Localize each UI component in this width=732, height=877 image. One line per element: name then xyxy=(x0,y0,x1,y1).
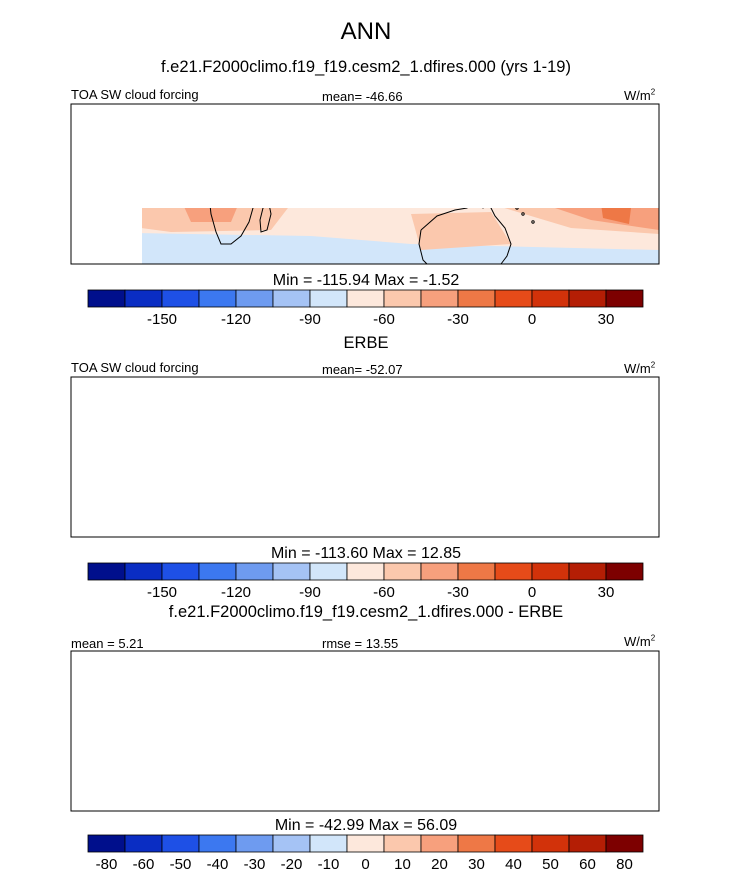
colorbar3-swatch xyxy=(309,834,348,853)
colorbar1-swatch xyxy=(272,289,311,308)
colorbar-3: -80 -60 -50 -40 -30 -20 -10 0 10 20 30 40 50 60 80 xyxy=(87,834,644,873)
colorbar-1: -150 -120 -90 -60 -30 0 30 xyxy=(87,289,644,328)
colorbar3-tick-label: 10 xyxy=(394,856,411,873)
colorbar3-tick-label: 50 xyxy=(542,856,559,873)
panel1-variable-label: TOA SW cloud forcing xyxy=(71,87,199,102)
colorbar2-tick-label: 0 xyxy=(528,584,536,601)
colorbar2-tick-label: -150 xyxy=(147,584,177,601)
colorbar3-swatch xyxy=(161,834,200,853)
colorbar2-tick-label: -90 xyxy=(299,584,321,601)
colorbar3-swatch xyxy=(457,834,496,853)
colorbar1-swatch xyxy=(383,289,422,308)
colorbar3-tick-label: 40 xyxy=(505,856,522,873)
colorbar3-swatch xyxy=(124,834,163,853)
colorbar2-swatch xyxy=(494,562,533,581)
panel1-subtitle: f.e21.F2000climo.f19_f19.cesm2_1.dfires.… xyxy=(161,58,571,76)
panel2-subtitle: ERBE xyxy=(343,334,389,352)
colorbar3-tick-label: -80 xyxy=(96,856,118,873)
colorbar2-swatch xyxy=(124,562,163,581)
colorbar1-tick-label: -60 xyxy=(373,311,395,328)
panel3-subtitle: f.e21.F2000climo.f19_f19.cesm2_1.dfires.… xyxy=(168,603,564,621)
colorbar3-swatch xyxy=(272,834,311,853)
colorbar2-swatch xyxy=(198,562,237,581)
colorbar-2: -150 -120 -90 -60 -30 0 30 xyxy=(87,562,644,601)
colorbar3-tick-label: -50 xyxy=(170,856,192,873)
colorbar1-swatch xyxy=(235,289,274,308)
colorbar2-tick-label: -30 xyxy=(447,584,469,601)
colorbar2-tick-label: -120 xyxy=(221,584,251,601)
colorbar3-tick-label: -60 xyxy=(133,856,155,873)
colorbar1-swatch xyxy=(494,289,533,308)
panel3-mean-label: mean = 5.21 xyxy=(71,636,144,651)
colorbar1-swatch xyxy=(161,289,200,308)
colorbar3-swatch xyxy=(383,834,422,853)
colorbar3-swatch xyxy=(494,834,533,853)
colorbar3-swatch xyxy=(531,834,570,853)
colorbar1-swatch xyxy=(457,289,496,308)
panel2-mean-label: mean= -52.07 xyxy=(322,362,403,377)
colorbar2-swatch xyxy=(605,562,644,581)
colorbar2-swatch xyxy=(87,562,126,581)
colorbar1-tick-label: 0 xyxy=(528,311,536,328)
colorbar2-swatch xyxy=(346,562,385,581)
colorbar3-swatch xyxy=(605,834,644,853)
colorbar2-swatch xyxy=(235,562,274,581)
colorbar3-tick-label: 20 xyxy=(431,856,448,873)
colorbar2-swatch xyxy=(161,562,200,581)
colorbar2-swatch xyxy=(420,562,459,581)
colorbar3-swatch xyxy=(346,834,385,853)
colorbar3-tick-label: 0 xyxy=(361,856,369,873)
panel2-map xyxy=(70,376,660,538)
panel1-units: W/m2 xyxy=(624,87,656,103)
colorbar3-swatch xyxy=(198,834,237,853)
colorbar1-swatch xyxy=(605,289,644,308)
colorbar2-swatch xyxy=(272,562,311,581)
colorbar1-tick-label: -90 xyxy=(299,311,321,328)
colorbar1-tick-label: 30 xyxy=(598,311,615,328)
colorbar1-swatch xyxy=(198,289,237,308)
colorbar1-swatch xyxy=(309,289,348,308)
colorbar1-tick-label: -30 xyxy=(447,311,469,328)
colorbar3-swatch xyxy=(568,834,607,853)
colorbar1-swatch xyxy=(346,289,385,308)
colorbar1-swatch xyxy=(87,289,126,308)
panel3-map xyxy=(70,650,660,812)
colorbar1-tick-label: -120 xyxy=(221,311,251,328)
colorbar1-swatch xyxy=(568,289,607,308)
colorbar3-tick-label: 60 xyxy=(579,856,596,873)
colorbar1-swatch xyxy=(420,289,459,308)
panel2-minmax: Min = -113.60 Max = 12.85 xyxy=(270,545,462,562)
panel3-minmax: Min = -42.99 Max = 56.09 xyxy=(274,817,458,834)
colorbar2-tick-label: 30 xyxy=(598,584,615,601)
colorbar1-tick-label: -150 xyxy=(147,311,177,328)
panel1-minmax: Min = -115.94 Max = -1.52 xyxy=(272,272,460,289)
panel2-variable-label: TOA SW cloud forcing xyxy=(71,360,199,375)
colorbar1-swatch xyxy=(124,289,163,308)
colorbar2-tick-label: -60 xyxy=(373,584,395,601)
colorbar2-swatch xyxy=(457,562,496,581)
colorbar2-swatch xyxy=(568,562,607,581)
colorbar3-swatch xyxy=(87,834,126,853)
colorbar3-swatch xyxy=(420,834,459,853)
colorbar2-swatch xyxy=(309,562,348,581)
colorbar3-tick-label: 80 xyxy=(616,856,633,873)
panel1-mean-label: mean= -46.66 xyxy=(322,89,403,104)
colorbar2-swatch xyxy=(531,562,570,581)
main-title: ANN xyxy=(340,18,392,45)
panel1-map xyxy=(70,103,660,265)
colorbar3-tick-label: 30 xyxy=(468,856,485,873)
panel3-rmse-label: rmse = 13.55 xyxy=(322,636,399,651)
colorbar3-tick-label: -20 xyxy=(281,856,303,873)
panel2-units: W/m2 xyxy=(624,360,656,376)
panel3-units: W/m2 xyxy=(624,633,656,649)
colorbar3-tick-label: -40 xyxy=(207,856,229,873)
colorbar2-swatch xyxy=(383,562,422,581)
colorbar3-tick-label: -10 xyxy=(318,856,340,873)
colorbar1-swatch xyxy=(531,289,570,308)
colorbar3-swatch xyxy=(235,834,274,853)
colorbar3-tick-label: -30 xyxy=(244,856,266,873)
